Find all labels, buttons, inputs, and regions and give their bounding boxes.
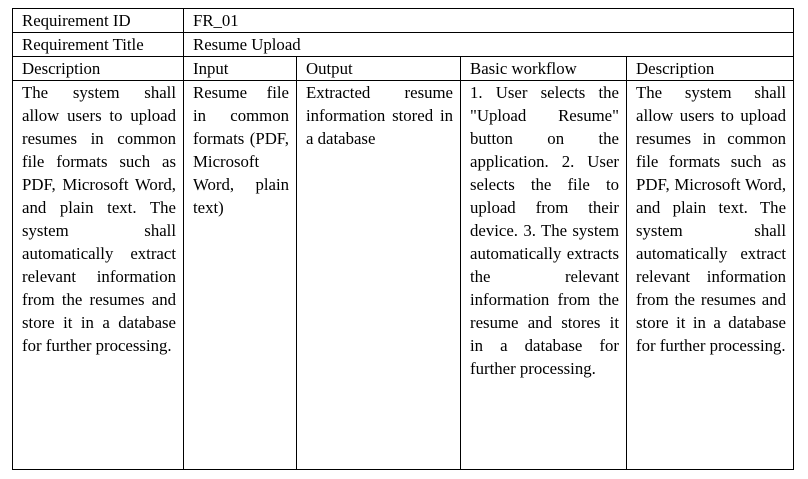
header-description: Description xyxy=(12,56,184,81)
header-description-2: Description xyxy=(625,56,795,81)
requirement-title-row: Requirement Title Resume Upload xyxy=(12,32,795,57)
column-header-row: Description Input Output Basic workflow … xyxy=(12,56,795,81)
header-basic-workflow: Basic workflow xyxy=(460,56,627,81)
requirement-title-label: Requirement Title xyxy=(12,32,184,57)
header-output: Output xyxy=(296,56,461,81)
input-cell: Resume file in common formats (PDF, Micr… xyxy=(183,80,297,470)
requirement-title-value: Resume Upload xyxy=(182,32,795,57)
output-cell: Extracted resume information stored in a… xyxy=(296,80,461,470)
requirement-table: Requirement ID FR_01 Requirement Title R… xyxy=(12,8,795,470)
requirement-id-value: FR_01 xyxy=(182,8,795,33)
requirement-id-label: Requirement ID xyxy=(12,8,184,33)
requirement-id-row: Requirement ID FR_01 xyxy=(12,8,795,33)
workflow-cell: 1. User selects the "Upload Resume" butt… xyxy=(460,80,627,470)
header-input: Input xyxy=(183,56,297,81)
content-row: The system shall allow users to upload r… xyxy=(12,80,795,470)
description-2-cell: The system shall allow users to upload r… xyxy=(625,80,795,470)
description-cell: The system shall allow users to upload r… xyxy=(12,80,184,470)
